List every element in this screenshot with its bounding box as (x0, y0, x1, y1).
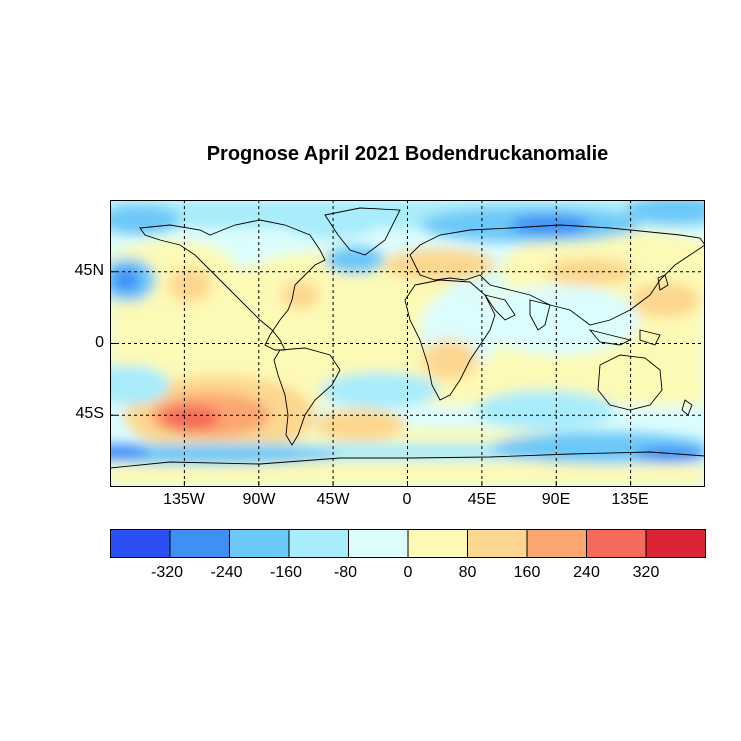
lon-label-90e: 90E (541, 491, 571, 508)
lat-label-45s: 45S (75, 405, 104, 422)
colorbar-label: -160 (269, 564, 303, 581)
colorbar-label: 0 (403, 564, 413, 581)
lon-label-45e: 45E (467, 491, 497, 508)
colorbar-label: -320 (150, 564, 184, 581)
colorbar (110, 529, 706, 558)
colorbar-box-7 (526, 529, 587, 558)
colorbar-box-0 (110, 529, 171, 558)
colorbar-label: 320 (632, 564, 660, 581)
lat-label-0: 0 (95, 334, 104, 351)
map-panel (110, 200, 705, 487)
map-title: Prognose April 2021 Bodendruckanomalie (206, 143, 609, 165)
colorbar-box-3 (288, 529, 349, 558)
colorbar-label: 160 (513, 564, 541, 581)
colorbar-box-5 (407, 529, 468, 558)
colorbar-box-2 (229, 529, 290, 558)
colorbar-box-9 (645, 529, 706, 558)
colorbar-label: 240 (573, 564, 600, 581)
colorbar-label: -80 (333, 564, 358, 581)
anomaly-map (110, 200, 705, 487)
lon-label-90w: 90W (242, 491, 276, 508)
colorbar-box-8 (586, 529, 647, 558)
colorbar-label: 80 (458, 564, 477, 581)
axis-ticks (110, 271, 632, 487)
colorbar-box-4 (348, 529, 409, 558)
lon-label-135w: 135W (163, 491, 205, 508)
colorbar-box-6 (467, 529, 528, 558)
lat-label-45n: 45N (74, 262, 104, 279)
coastlines (110, 207, 705, 469)
colorbar-box-1 (169, 529, 230, 558)
colorbar-label: -240 (210, 564, 243, 581)
lon-label-135e: 135E (611, 491, 649, 508)
lon-label-0: 0 (402, 491, 412, 508)
lon-label-45w: 45W (316, 491, 350, 508)
